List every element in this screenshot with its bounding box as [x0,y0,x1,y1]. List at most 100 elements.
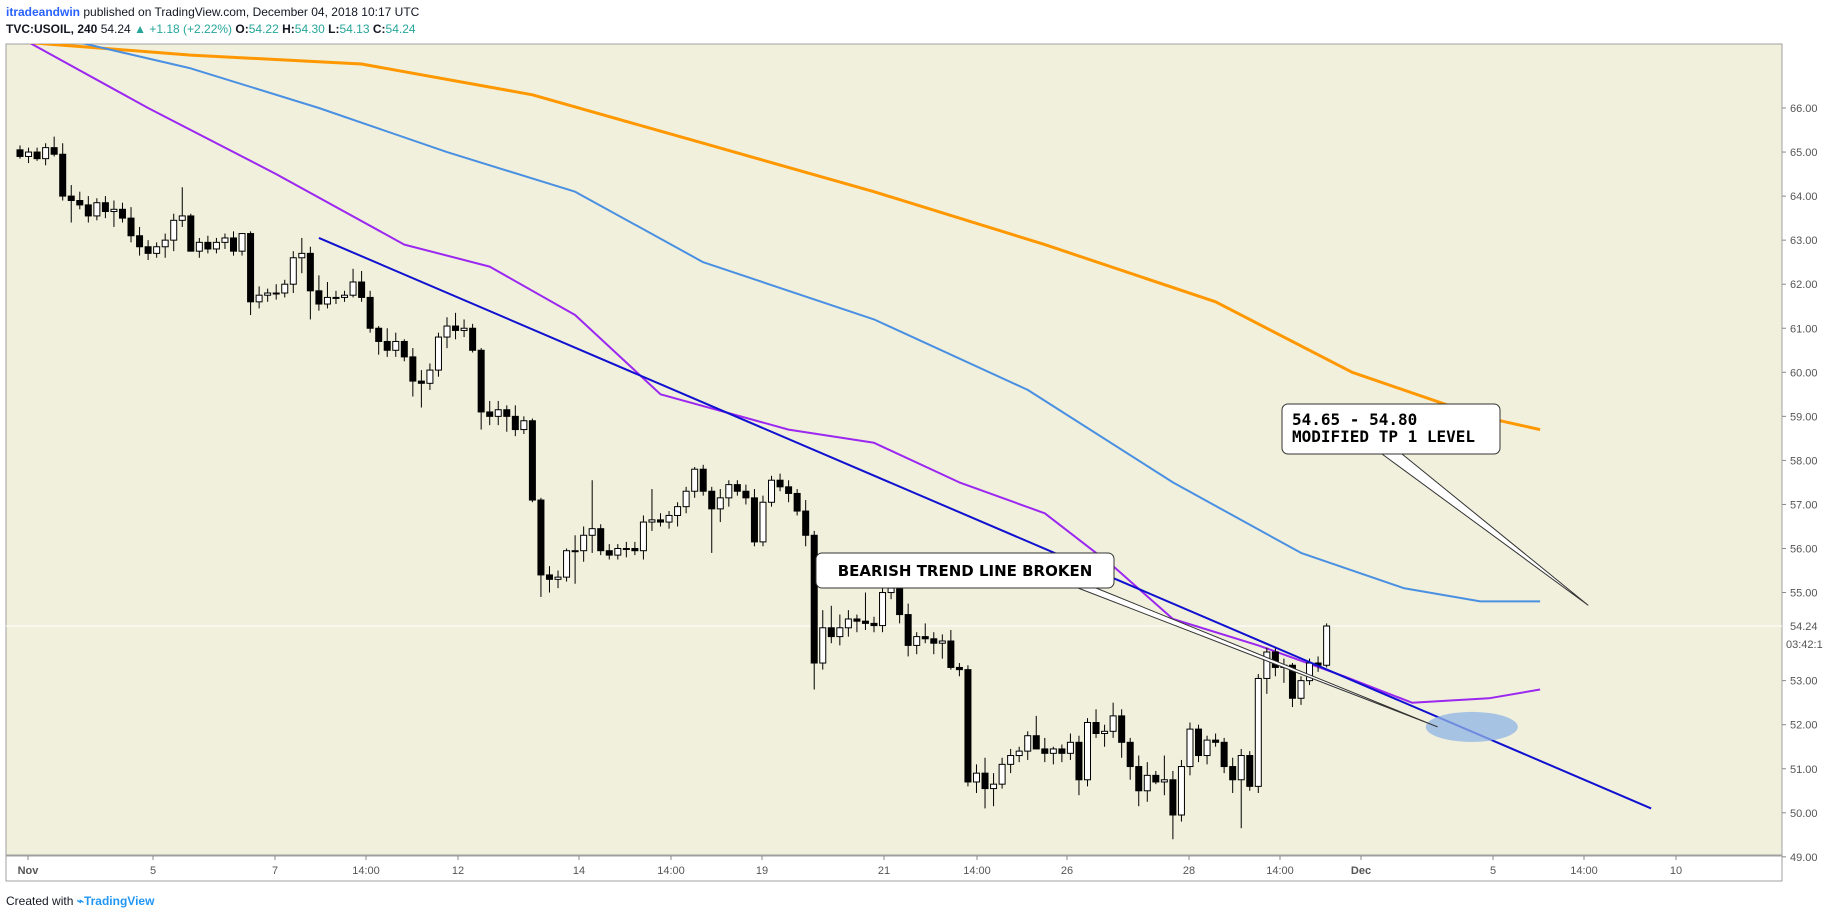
candle-body [1152,774,1160,783]
x-tick-label: 26 [1061,865,1073,877]
close-value: 54.24 [385,22,416,36]
time-axis[interactable]: Nov 5 7 14:00 12 14 14:00 19 21 14:00 26 28 14:00 Dec… [18,856,1683,877]
drawings: BEARISH TREND LINE BROKEN 54.65 - 54.80MO… [318,237,1652,810]
candle-body [434,336,442,371]
candle-body [1092,721,1100,735]
candle-body [750,497,758,543]
candle-body [1237,755,1245,781]
candle-body [272,292,280,295]
symbol-name: TVC:USOIL, 240 [6,22,98,36]
bar-countdown-label: 03:42:1 [1786,639,1823,651]
price-change: +1.18 (+2.22%) [149,22,233,36]
candle-body [375,327,383,342]
ema-lines [6,44,1782,704]
candle-body [289,257,297,285]
candle-body [1049,748,1057,754]
x-tick-label: 12 [452,865,464,877]
price-chart[interactable]: 66.00 65.00 64.00 63.00 62.00 61.00 60.00 59.00… [0,0,1828,885]
candle-body [853,618,861,622]
candle-body [16,149,24,157]
candle-body [187,215,195,252]
x-tick-label: 14:00 [1570,865,1598,877]
tradingview-logo-icon[interactable]: ⌁ [76,894,84,908]
y-tick-label: 65.00 [1790,147,1818,159]
candle-body [349,281,357,296]
created-with-text: Created with [6,894,74,908]
price-axis[interactable]: 66.00 65.00 64.00 63.00 62.00 61.00 60.00 59.00… [1782,103,1818,885]
candle-body [725,484,733,499]
x-tick-label: 28 [1183,865,1195,877]
candle-body [1263,651,1271,679]
y-tick-label: 62.00 [1790,279,1818,291]
candle-body [33,151,41,160]
bearish-trend-line [318,237,1652,810]
x-tick-label: 5 [1490,865,1496,877]
candle-body [870,622,878,627]
candle-body [1288,664,1296,699]
candle-body [511,415,519,431]
candle-body [298,252,306,259]
ema-line [81,44,1541,603]
y-tick-label: 49.00 [1790,852,1818,864]
candle-body [665,514,673,523]
current-price-label: 54.24 [1790,621,1818,633]
candle-body [1177,766,1185,816]
candle-body [861,620,869,624]
candle-body [716,497,724,510]
candle-body [59,153,67,197]
candle-body [332,296,340,299]
candle-body [1007,755,1015,765]
candle-body [170,219,178,241]
candle-body [477,349,485,413]
candle-body [118,208,126,219]
candle-body [972,772,980,783]
candle-body [494,409,502,417]
y-tick-label: 52.00 [1790,720,1818,732]
x-tick-label: 10 [1670,865,1682,877]
low-value: 54.13 [339,22,370,36]
tradingview-brand[interactable]: TradingView [83,894,155,908]
candle-body [144,246,152,254]
low-label: L: [328,22,340,36]
candle-body [358,281,366,298]
callout-tp-text: 54.65 - 54.80 [1292,410,1417,429]
x-tick-label: 14 [573,865,585,877]
candle-body [1024,735,1032,752]
author-link[interactable]: itradeandwin [6,5,81,19]
candle-body [230,237,237,252]
candle-body [571,550,579,553]
callout-box [1281,403,1501,455]
candle-body [648,519,656,523]
y-tick-label: 59.00 [1790,411,1818,423]
candle-body [1297,680,1305,699]
candle-body [657,519,664,523]
candle-body [1186,728,1194,768]
candle-body [674,506,682,516]
candle-body [76,200,84,206]
y-tick-label: 57.00 [1790,499,1818,511]
chart-background [5,43,1783,856]
candle-body [341,294,349,298]
x-tick-label: 7 [272,865,278,877]
candle-body [460,327,468,331]
close-label: C: [372,22,386,36]
candle-body [827,627,835,638]
candle-body [1254,677,1262,787]
candle-body [691,468,699,492]
y-tick-label: 63.00 [1790,235,1818,247]
candle-body [1323,625,1331,666]
candle-body [247,233,255,303]
candle-body [1169,779,1177,816]
candle-body [195,241,203,252]
candle-body [614,548,622,556]
candle-body [998,763,1006,785]
x-tick-label: 14:00 [352,865,380,877]
x-tick-label: Nov [18,865,40,877]
candle-body [42,147,50,160]
candle-body [1160,779,1168,783]
x-tick-label: 21 [878,865,890,877]
candle-body [426,369,434,384]
candle-body [452,325,460,331]
callout-trendline-text: BEARISH TREND LINE BROKEN [838,562,1093,580]
y-tick-label: 56.00 [1790,544,1818,556]
